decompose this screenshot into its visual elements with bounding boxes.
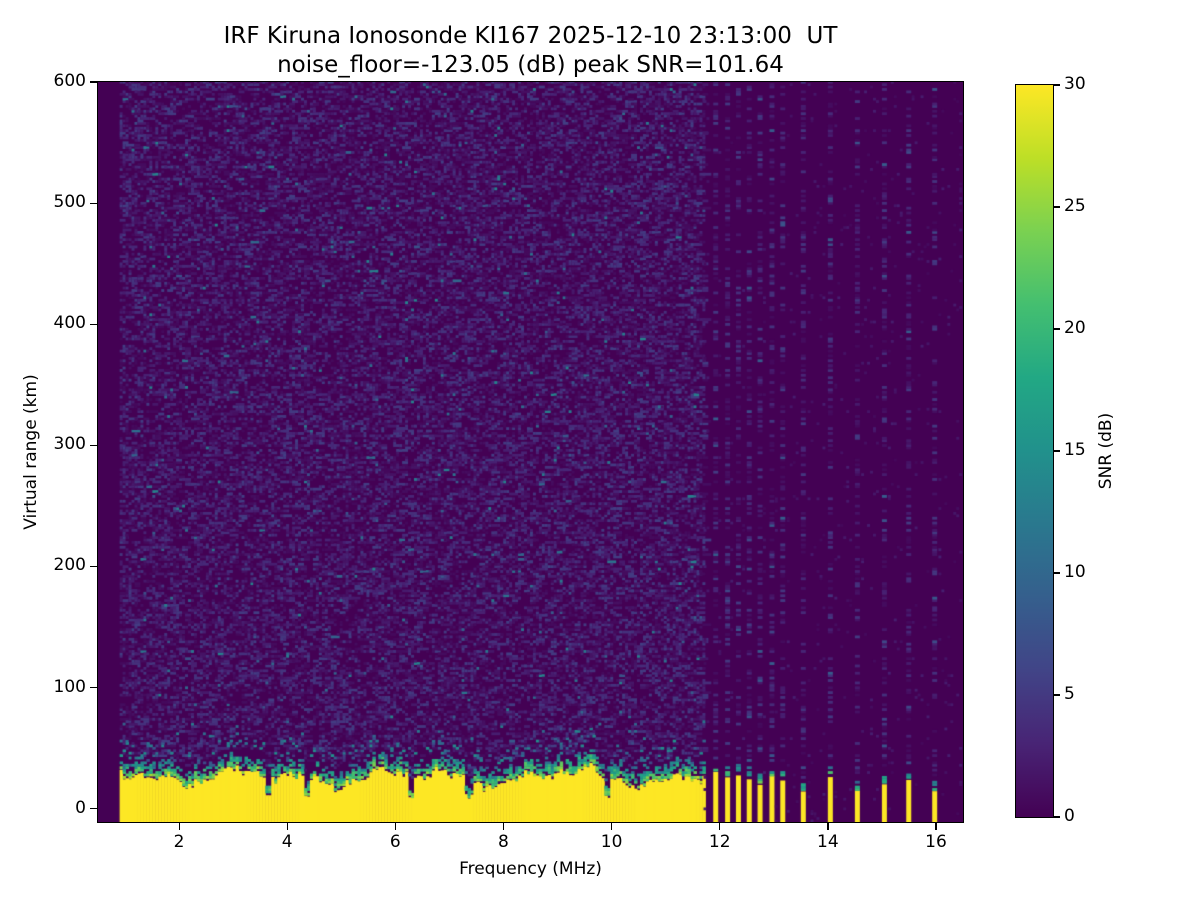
x-tick-mark	[827, 823, 829, 830]
y-tick-mark	[90, 444, 97, 446]
x-tick-label: 2	[173, 832, 185, 852]
chart-title: IRF Kiruna Ionosonde KI167 2025-12-10 23…	[223, 23, 838, 49]
y-tick-label: 300	[53, 434, 86, 455]
y-tick-label: 600	[53, 71, 86, 91]
y-tick-mark	[90, 808, 97, 810]
colorbar-tick-mark	[1054, 572, 1060, 574]
x-tick-mark	[502, 823, 505, 830]
x-tick-mark	[394, 823, 397, 830]
y-tick-label: 100	[53, 676, 86, 697]
y-tick-label: 200	[53, 555, 86, 576]
colorbar-tick-mark	[1054, 84, 1060, 86]
x-tick-label: 14	[817, 832, 839, 852]
plot-area	[97, 81, 964, 823]
colorbar-tick-mark	[1054, 328, 1060, 330]
colorbar-tick-mark	[1054, 816, 1060, 818]
x-tick-label: 6	[389, 832, 401, 852]
colorbar-tick-label: 30	[1064, 74, 1086, 94]
y-tick-label: 400	[53, 313, 86, 334]
colorbar-tick-mark	[1054, 206, 1060, 208]
x-tick-mark	[935, 823, 937, 830]
y-tick-mark	[90, 81, 97, 83]
colorbar-label: SNR (dB)	[1096, 412, 1116, 490]
x-tick-label: 8	[498, 832, 509, 852]
colorbar-tick-label: 0	[1064, 806, 1075, 826]
colorbar-gradient	[1016, 85, 1053, 817]
chart-subtitle: noise_floor=-123.05 (dB) peak SNR=101.64	[277, 52, 784, 78]
x-axis-label: Frequency (MHz)	[459, 859, 602, 879]
y-tick-mark	[90, 686, 97, 689]
x-tick-label: 4	[281, 832, 293, 852]
x-tick-label: 16	[925, 832, 947, 852]
x-tick-label: 10	[600, 832, 623, 852]
colorbar-tick-label: 15	[1064, 440, 1086, 460]
x-tick-mark	[611, 823, 613, 830]
y-tick-label: 0	[75, 797, 86, 818]
colorbar-tick-label: 5	[1064, 684, 1075, 704]
x-tick-mark	[286, 823, 288, 830]
x-tick-mark	[178, 823, 180, 830]
colorbar-tick-mark	[1054, 694, 1060, 696]
y-tick-label: 500	[53, 192, 86, 213]
y-tick-mark	[90, 565, 97, 568]
colorbar-tick-label: 20	[1064, 318, 1086, 338]
colorbar-tick-mark	[1054, 450, 1060, 452]
y-tick-mark	[90, 202, 97, 204]
y-tick-mark	[90, 323, 97, 325]
colorbar-tick-label: 25	[1064, 196, 1086, 216]
heatmap-canvas	[98, 82, 963, 822]
x-tick-label: 12	[708, 832, 731, 852]
x-tick-mark	[719, 823, 721, 830]
colorbar	[1015, 84, 1054, 818]
colorbar-tick-label: 10	[1064, 562, 1086, 582]
